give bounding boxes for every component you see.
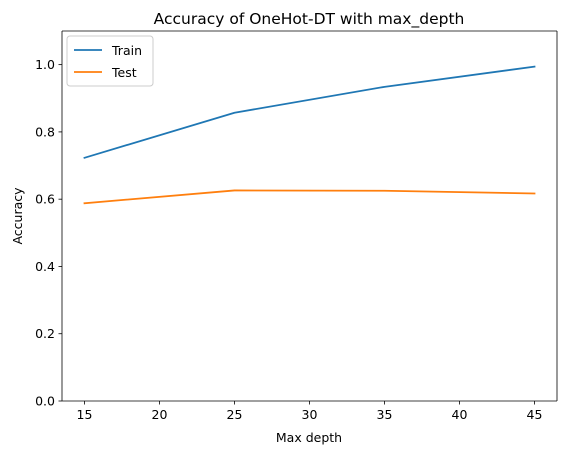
series-line-test (83, 189, 536, 205)
legend-label-test: Test (111, 65, 137, 80)
plot-area (62, 31, 557, 401)
y-tick-label: 1.0 (35, 57, 55, 72)
series-line-train (83, 65, 536, 159)
y-tick-label: 0.6 (35, 192, 55, 207)
y-tick-label: 0.2 (35, 326, 55, 341)
ticks-layer: 15 20 25 30 35 40 45 0.0 0.2 0.4 0.6 0.8 1.0 (35, 57, 542, 422)
y-axis-label: Accuracy (10, 187, 25, 245)
x-tick-label: 20 (152, 407, 168, 422)
legend-label-train: Train (111, 43, 142, 58)
chart-title: Accuracy of OneHot-DT with max_depth (154, 10, 465, 29)
x-tick-label: 30 (302, 407, 318, 422)
x-tick-label: 15 (77, 407, 93, 422)
x-tick-label: 35 (377, 407, 393, 422)
plot-frame (61, 30, 558, 402)
y-tick-label: 0.4 (35, 259, 55, 274)
series-layer (83, 65, 536, 205)
x-axis-label: Max depth (276, 430, 342, 445)
x-tick-label: 40 (452, 407, 468, 422)
legend-box (66, 35, 154, 87)
y-tick-label: 0.0 (35, 394, 55, 409)
legend: Train Test (66, 35, 154, 87)
x-tick-label: 25 (227, 407, 243, 422)
y-tick-label: 0.8 (35, 124, 55, 139)
x-tick-label: 45 (527, 407, 543, 422)
